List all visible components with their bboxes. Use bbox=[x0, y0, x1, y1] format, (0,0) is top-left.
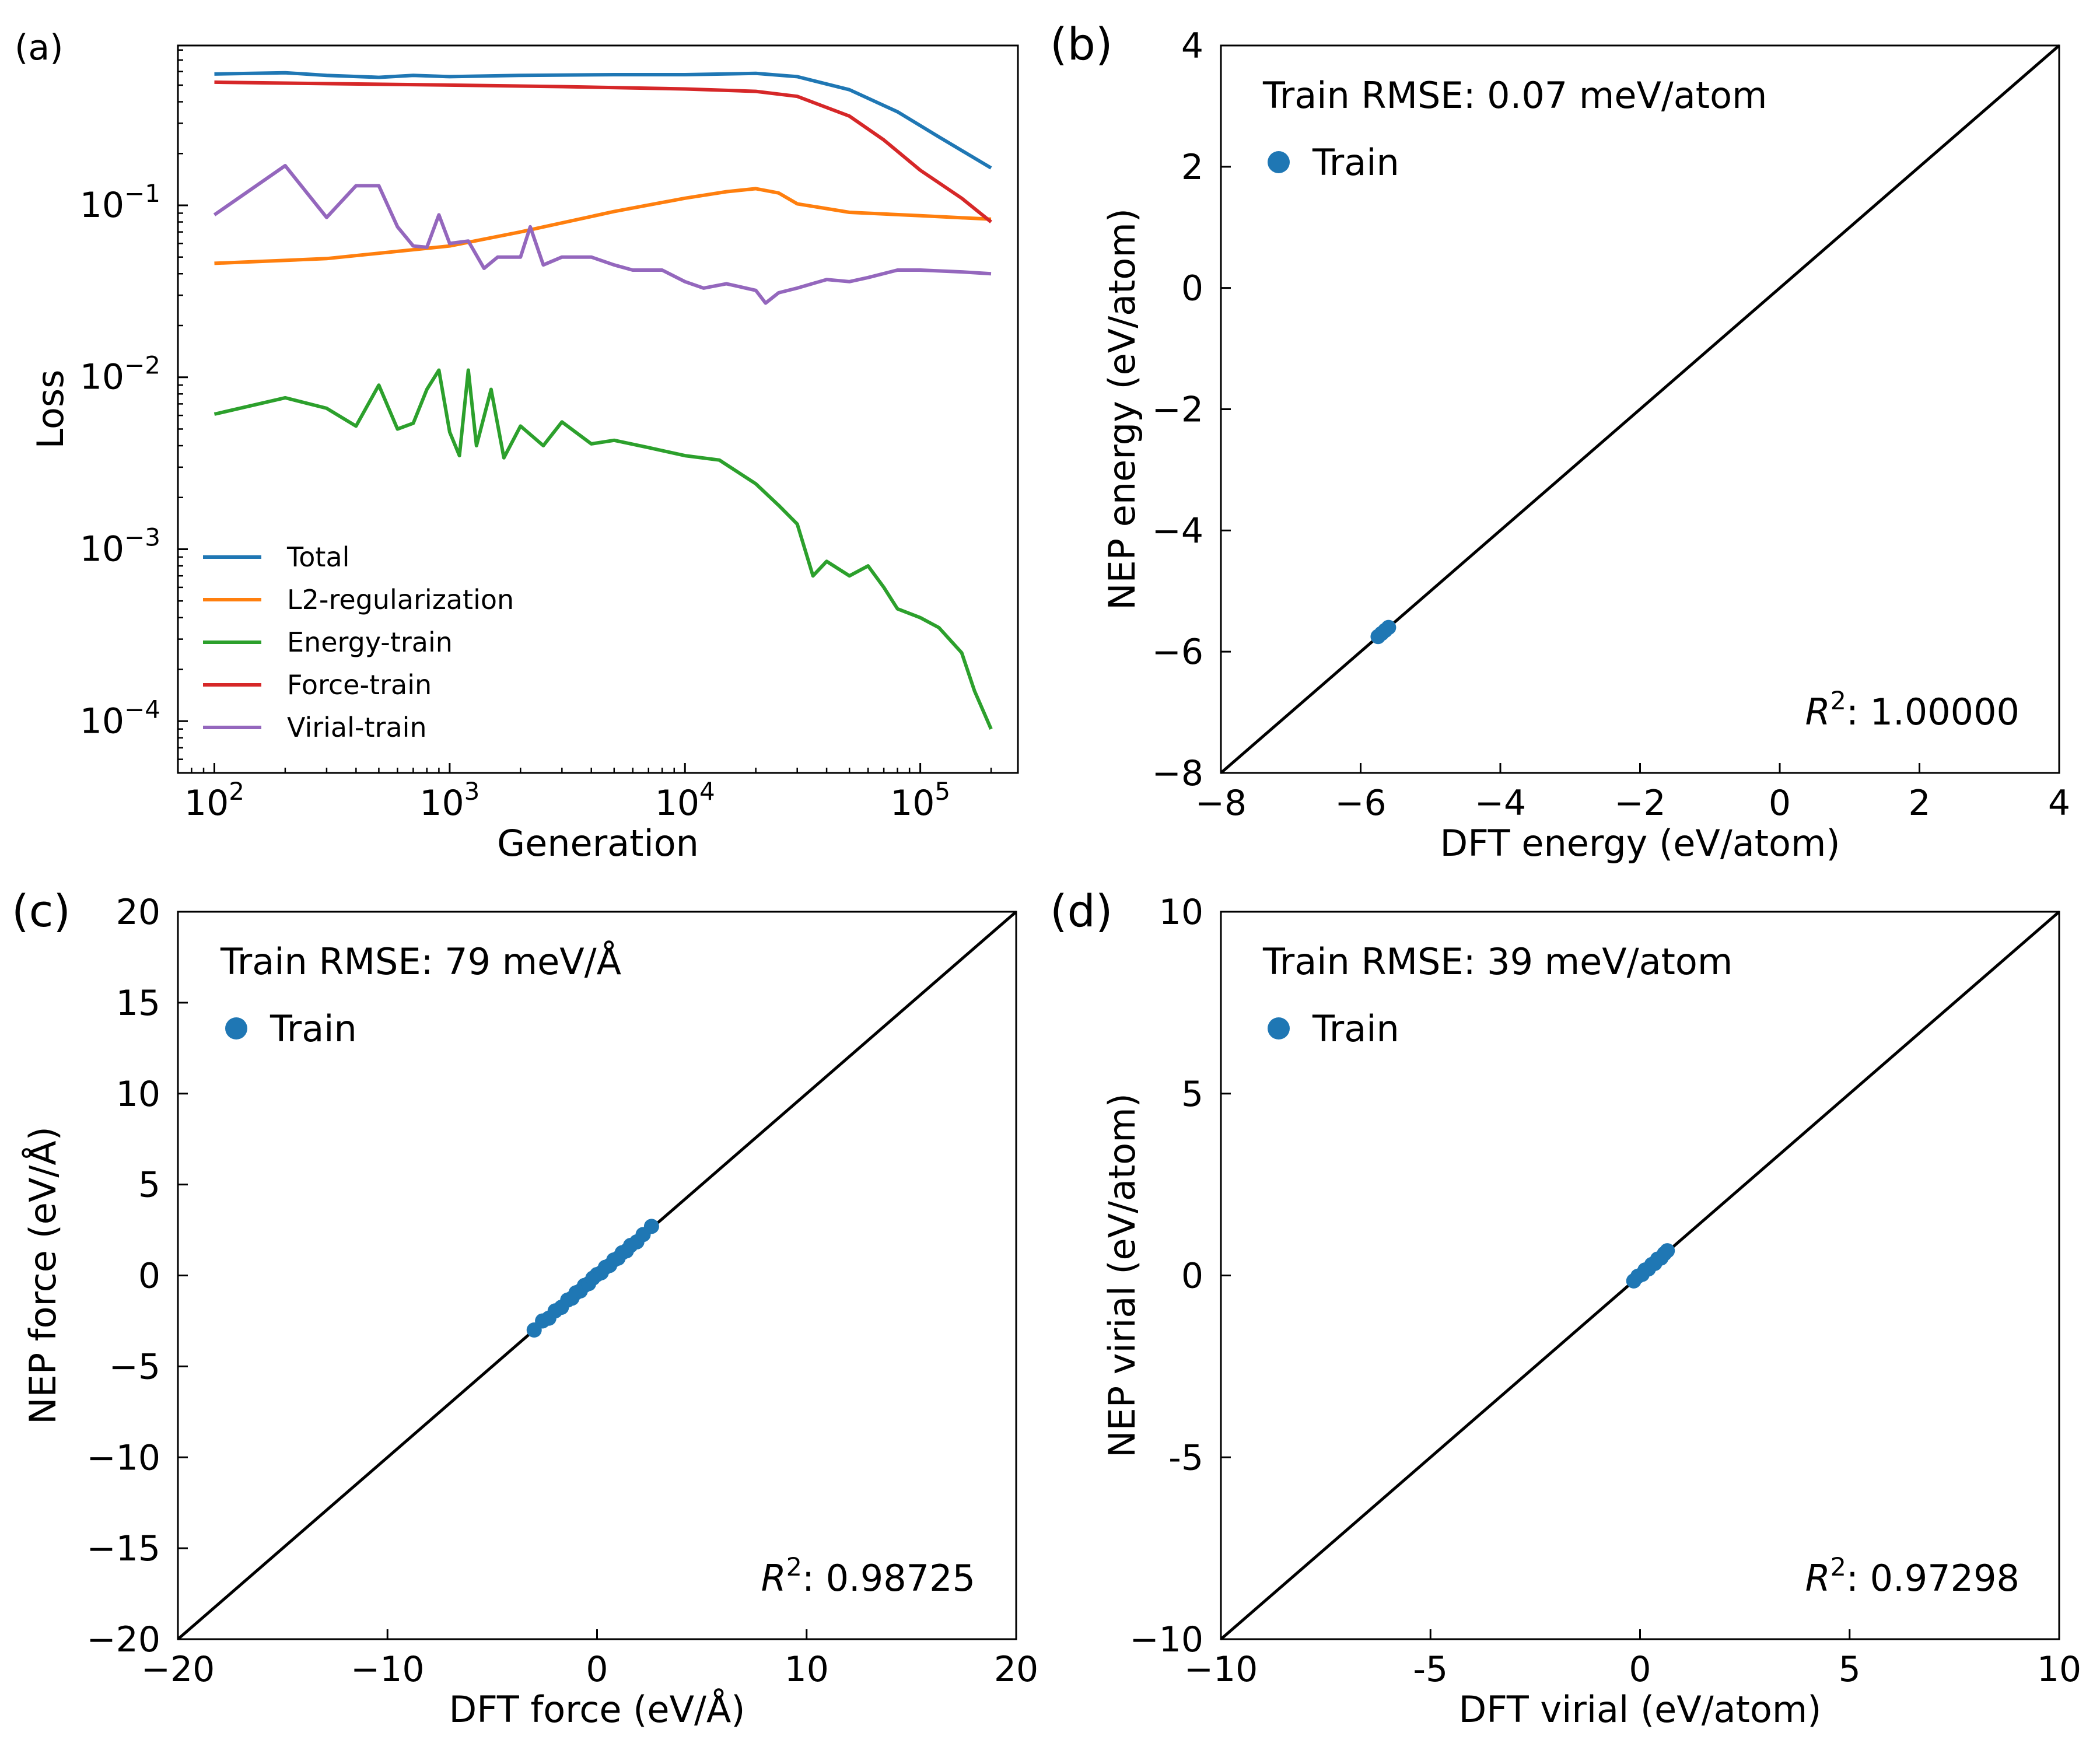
legend-label: Energy-train bbox=[287, 626, 453, 658]
x-tick-label: 20 bbox=[994, 1649, 1038, 1690]
x-tick-label: 10 bbox=[2037, 1649, 2081, 1690]
series-line-l2-regularization bbox=[214, 187, 992, 265]
chart-virial-parity: −10 -5 0 5 10 −10 -5 0 5 10 Train RMSE: 39 meV/ato… bbox=[1101, 892, 2081, 1731]
series-line-energy-train bbox=[214, 368, 993, 730]
y-tick-label: −4 bbox=[1152, 510, 1203, 551]
plot-frame bbox=[177, 911, 1017, 1640]
y-tick-label: 5 bbox=[1181, 1074, 1203, 1115]
x-tick-label: −20 bbox=[141, 1649, 215, 1690]
panel-label-b: (b) bbox=[1050, 18, 1113, 70]
plot-frame bbox=[177, 44, 1019, 774]
chart-force-parity: −20 −10 0 10 20 −20 −15 −10 −5 0 5 10 15 20 Train RMSE… bbox=[22, 892, 1038, 1731]
x-tick-label: 0 bbox=[1769, 783, 1791, 824]
identity-line bbox=[1220, 44, 2060, 774]
y-tick-label: 10 bbox=[116, 1074, 160, 1115]
x-tick-label: 0 bbox=[1629, 1649, 1651, 1690]
y-tick-label: 15 bbox=[116, 983, 160, 1024]
legend-label: Virial-train bbox=[287, 712, 427, 743]
x-tick-label: 2 bbox=[1908, 783, 1930, 824]
plot-frame bbox=[1220, 44, 2060, 774]
legend-label: Total bbox=[286, 541, 349, 573]
plot-frame bbox=[1220, 911, 2060, 1640]
y-tick-label: −20 bbox=[86, 1619, 160, 1660]
x-axis-label: DFT virial (eV/atom) bbox=[1459, 1688, 1822, 1731]
r2-annotation: R2: 1.00000 bbox=[1805, 687, 2020, 733]
rmse-annotation: Train RMSE: 0.07 meV/atom bbox=[1262, 74, 1767, 117]
legend-marker bbox=[225, 1017, 247, 1040]
x-tick-label: 104 bbox=[655, 777, 715, 824]
y-tick-label: 10−4 bbox=[80, 695, 160, 741]
legend-label: Train bbox=[1312, 141, 1399, 184]
y-axis-label: Loss bbox=[29, 370, 72, 449]
y-axis-label: NEP energy (eV/atom) bbox=[1101, 208, 1143, 610]
x-tick-label: −2 bbox=[1614, 783, 1665, 824]
data-point bbox=[643, 1219, 659, 1234]
legend-label: L2-regularization bbox=[287, 584, 514, 615]
y-axis-label: NEP virial (eV/atom) bbox=[1101, 1093, 1143, 1458]
y-axis-label: NEP force (eV/Å) bbox=[22, 1126, 64, 1424]
rmse-annotation: Train RMSE: 79 meV/Å bbox=[220, 940, 621, 983]
x-tick-label: −10 bbox=[1184, 1649, 1258, 1690]
y-tick-label: 10−3 bbox=[80, 523, 160, 569]
y-tick-label: 10−2 bbox=[80, 351, 160, 398]
x-axis-label: Generation bbox=[497, 822, 699, 864]
panel-label-a: (a) bbox=[15, 27, 64, 68]
y-tick-label: 0 bbox=[1181, 268, 1203, 309]
y-tick-label: −10 bbox=[1129, 1619, 1203, 1660]
x-tick-label: 10 bbox=[785, 1649, 829, 1690]
y-tick-label: 0 bbox=[1181, 1256, 1203, 1297]
y-tick-label: −8 bbox=[1152, 753, 1203, 794]
legend-marker bbox=[1268, 151, 1290, 173]
chart-energy-parity: −8 −6 −4 −2 0 2 4 −8 −6 −4 −2 0 2 4 Train RMSE: 0.07 m… bbox=[1101, 26, 2070, 864]
y-tick-label: −10 bbox=[86, 1437, 160, 1478]
legend-label: Train bbox=[1312, 1007, 1399, 1050]
series-line-force-train bbox=[214, 80, 992, 223]
y-tick-label: −6 bbox=[1152, 632, 1203, 673]
rmse-annotation: Train RMSE: 39 meV/atom bbox=[1262, 940, 1732, 983]
x-tick-label: 0 bbox=[586, 1649, 608, 1690]
legend-marker bbox=[1268, 1017, 1290, 1040]
x-tick-label: −6 bbox=[1335, 783, 1386, 824]
legend-label: Train bbox=[270, 1007, 357, 1050]
y-tick-label: 2 bbox=[1181, 147, 1203, 188]
legend-label: Force-train bbox=[287, 669, 432, 701]
data-point bbox=[1381, 620, 1396, 635]
x-tick-label: 105 bbox=[890, 777, 950, 824]
x-tick-label: −8 bbox=[1195, 783, 1247, 824]
x-axis-label: DFT energy (eV/atom) bbox=[1440, 822, 1840, 864]
series-line-virial-train bbox=[213, 164, 992, 305]
y-tick-label: −5 bbox=[109, 1346, 160, 1387]
r2-annotation: R2: 0.97298 bbox=[1805, 1553, 2020, 1600]
y-tick-label: −15 bbox=[86, 1528, 160, 1569]
x-tick-label: -5 bbox=[1413, 1649, 1448, 1690]
panel-label-c: (c) bbox=[12, 885, 71, 937]
y-tick-label: 10 bbox=[1159, 892, 1203, 933]
y-tick-label: 5 bbox=[138, 1165, 160, 1206]
y-tick-label: 10−1 bbox=[80, 179, 160, 226]
x-tick-label: −4 bbox=[1475, 783, 1526, 824]
y-tick-label: 20 bbox=[116, 892, 160, 933]
x-tick-label: 103 bbox=[419, 777, 480, 824]
y-tick-label: -5 bbox=[1168, 1437, 1203, 1478]
x-tick-label: 4 bbox=[2048, 783, 2070, 824]
x-axis-label: DFT force (eV/Å) bbox=[449, 1688, 746, 1731]
chart-loss-vs-generation: 102 103 104 105 10−4 10−3 10−2 10−1 Total L2-regu… bbox=[29, 44, 1019, 864]
x-tick-label: 5 bbox=[1839, 1649, 1861, 1690]
y-tick-label: 0 bbox=[138, 1256, 160, 1297]
y-tick-label: 4 bbox=[1181, 26, 1203, 66]
panel-label-d: (d) bbox=[1050, 885, 1113, 937]
series-line-total bbox=[214, 71, 992, 170]
x-tick-label: 102 bbox=[184, 777, 244, 824]
r2-annotation: R2: 0.98725 bbox=[761, 1553, 975, 1600]
data-point bbox=[1660, 1243, 1675, 1259]
x-tick-label: −10 bbox=[351, 1649, 425, 1690]
y-tick-label: −2 bbox=[1152, 390, 1203, 430]
